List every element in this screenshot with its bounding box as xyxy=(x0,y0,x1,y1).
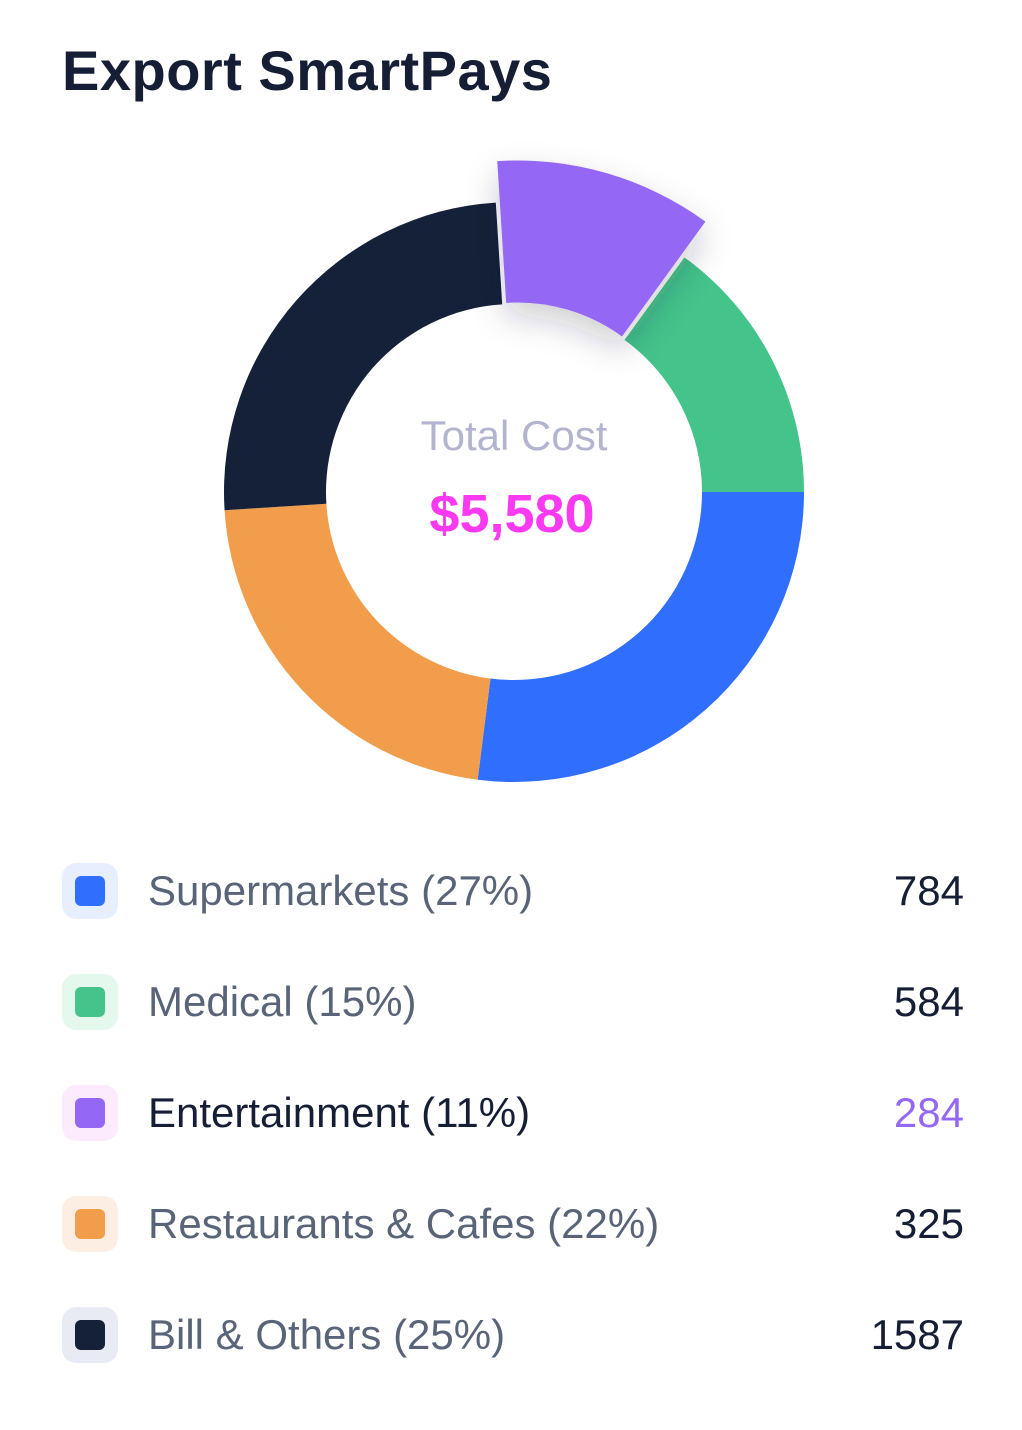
color-dot-icon xyxy=(75,1320,105,1350)
legend-item-supermarkets[interactable]: Supermarkets (27%) 784 xyxy=(62,835,964,946)
legend-item-restaurants-cafes[interactable]: Restaurants & Cafes (22%) 325 xyxy=(62,1168,964,1279)
donut-chart: Total Cost $5,580 xyxy=(223,160,805,782)
color-dot-icon xyxy=(75,876,105,906)
slice-restaurants-cafes[interactable] xyxy=(224,503,491,780)
legend-value: 584 xyxy=(893,978,964,1025)
legend-label: Restaurants & Cafes (22%) xyxy=(148,1200,660,1247)
legend-item-entertainment[interactable]: Entertainment (11%) 284 xyxy=(62,1057,964,1168)
legend-swatch xyxy=(62,863,118,919)
legend-swatch xyxy=(62,1085,118,1141)
legend-label: Bill & Others (25%) xyxy=(148,1311,506,1358)
center-label: Total Cost xyxy=(421,412,608,459)
center-value: $5,580 xyxy=(429,484,594,544)
color-dot-icon xyxy=(75,1209,105,1239)
legend-value: 784 xyxy=(893,867,964,914)
card-title: Export SmartPays xyxy=(62,39,553,102)
slice-medical[interactable] xyxy=(624,257,805,492)
legend-value: 1587 xyxy=(870,1311,964,1358)
legend-label: Entertainment (11%) xyxy=(148,1089,531,1136)
color-dot-icon xyxy=(75,987,105,1017)
legend-item-bill-others[interactable]: Bill & Others (25%) 1587 xyxy=(62,1279,964,1390)
slice-bill-others[interactable] xyxy=(223,202,503,511)
legend-value: 284 xyxy=(893,1089,964,1136)
legend-item-medical[interactable]: Medical (15%) 584 xyxy=(62,946,964,1057)
slice-supermarkets[interactable] xyxy=(477,492,804,782)
legend-value: 325 xyxy=(893,1200,964,1247)
slice-entertainment[interactable] xyxy=(497,160,706,337)
legend: Supermarkets (27%) 784 Medical (15%) 584… xyxy=(62,835,964,1390)
legend-swatch xyxy=(62,1196,118,1252)
legend-swatch xyxy=(62,974,118,1030)
legend-label: Supermarkets (27%) xyxy=(148,867,534,914)
legend-label: Medical (15%) xyxy=(148,978,417,1025)
legend-swatch xyxy=(62,1307,118,1363)
color-dot-icon xyxy=(75,1098,105,1128)
